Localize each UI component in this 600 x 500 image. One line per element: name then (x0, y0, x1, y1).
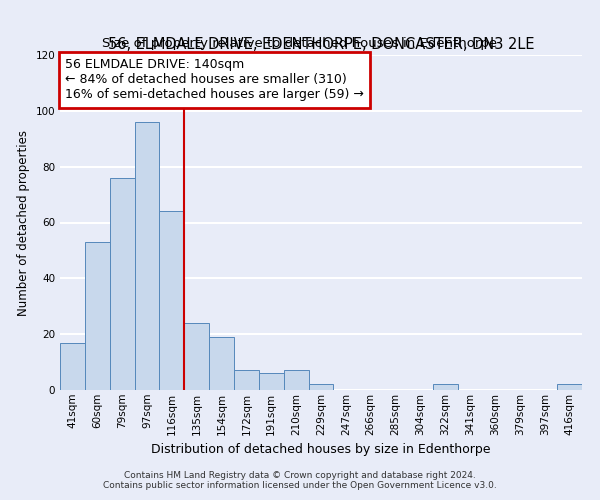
Bar (160, 212, 184, 390)
Y-axis label: Number of detached properties: Number of detached properties (17, 130, 30, 316)
Bar (234, 370, 259, 390)
Text: 56 ELMDALE DRIVE: 140sqm
← 84% of detached houses are smaller (310)
16% of semi-: 56 ELMDALE DRIVE: 140sqm ← 84% of detach… (65, 58, 364, 102)
Bar (284, 370, 308, 390)
Text: Size of property relative to detached houses in Edenthorpe: Size of property relative to detached ho… (103, 38, 497, 51)
Bar (184, 323, 209, 390)
X-axis label: Distribution of detached houses by size in Edenthorpe: Distribution of detached houses by size … (151, 443, 491, 456)
Bar (209, 337, 234, 390)
Bar (134, 122, 160, 390)
Bar (110, 178, 134, 390)
Bar (85, 242, 110, 390)
Bar (308, 384, 334, 390)
Text: Contains HM Land Registry data © Crown copyright and database right 2024.
Contai: Contains HM Land Registry data © Crown c… (103, 470, 497, 490)
Bar (259, 373, 284, 390)
Bar (60, 342, 85, 390)
Bar (433, 384, 458, 390)
Bar (557, 384, 582, 390)
Title: 56, ELMDALE DRIVE, EDENTHORPE, DONCASTER, DN3 2LE: 56, ELMDALE DRIVE, EDENTHORPE, DONCASTER… (108, 38, 534, 52)
